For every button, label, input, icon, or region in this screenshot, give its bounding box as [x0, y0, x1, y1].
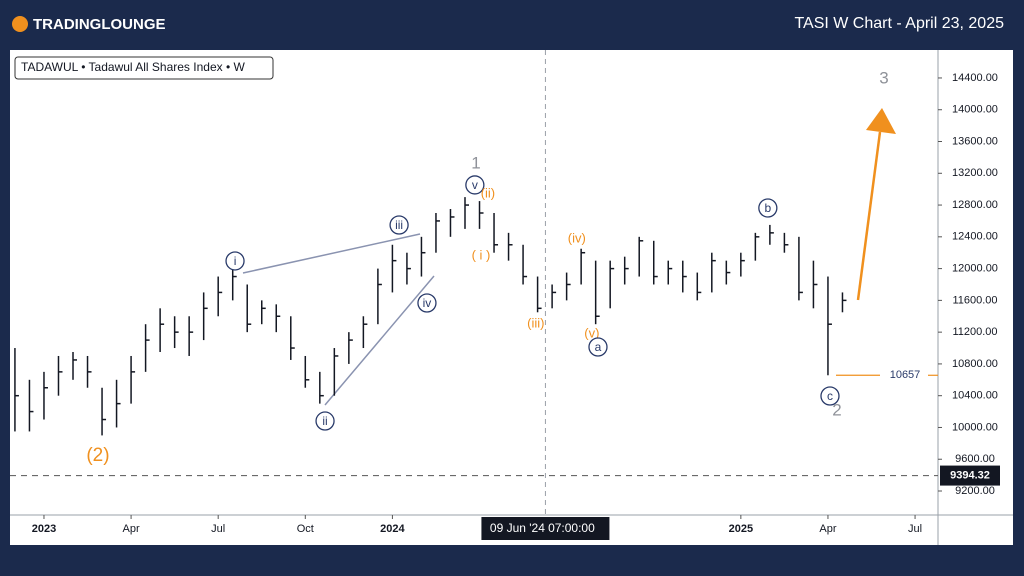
- y-tick-label: 9600.00: [955, 453, 995, 465]
- wave-label: ii: [322, 414, 327, 428]
- crosshair-label-box: [481, 517, 610, 540]
- crosshair-date: 09 Jun '24: [490, 521, 545, 535]
- x-tick-label: Jul: [211, 523, 225, 535]
- logo-icon: [12, 16, 28, 32]
- x-tick-label: Oct: [297, 523, 314, 535]
- wave-circle: [315, 411, 335, 431]
- wave-label: v: [472, 178, 478, 192]
- wave-circle: [588, 337, 608, 357]
- chart-title: TASI W Chart - April 23, 2025: [794, 15, 1004, 32]
- price-level-label: 10657: [890, 369, 921, 381]
- wave-label: b: [765, 201, 772, 215]
- y-tick-label: 13200.00: [952, 167, 998, 179]
- y-tick-label: 10000.00: [952, 421, 998, 433]
- y-tick-label: 13600.00: [952, 135, 998, 147]
- trend-line: [242, 233, 421, 274]
- x-tick-label: 2024: [380, 523, 405, 535]
- wave-label: i: [234, 254, 237, 268]
- x-tick-label: Jul: [908, 523, 922, 535]
- projection-arrow: [856, 131, 882, 301]
- wave-label: iv: [423, 296, 432, 310]
- y-tick-label: 10800.00: [952, 358, 998, 370]
- wave-label: iii: [395, 218, 403, 232]
- crosshair-time: 07:00:00: [548, 521, 595, 535]
- wave-label: (ii): [481, 185, 495, 200]
- wave-label: 3: [879, 68, 888, 87]
- arrow-head: [866, 108, 896, 134]
- brand: TRADINGLOUNGE: [33, 16, 166, 33]
- y-tick-label: 12400.00: [952, 231, 998, 243]
- y-tick-label: 14000.00: [952, 104, 998, 116]
- wave-circle: [465, 175, 485, 195]
- y-tick-label: 12000.00: [952, 263, 998, 275]
- wave-label: 2: [832, 400, 841, 419]
- wave-label: 1: [471, 153, 480, 172]
- wave-label: (2): [86, 445, 109, 466]
- x-tick-label: 2023: [32, 523, 56, 535]
- y-tick-label: 14400.00: [952, 72, 998, 84]
- price-level-box: [940, 465, 1000, 486]
- wave-label: c: [827, 389, 833, 403]
- chart-panel: [10, 50, 1013, 545]
- trend-line: [324, 275, 435, 406]
- wave-circle: [758, 198, 778, 218]
- y-tick-label: 11200.00: [952, 326, 997, 338]
- y-tick-label: 10400.00: [952, 390, 998, 402]
- wave-label: (v): [584, 325, 599, 340]
- y-tick-label: 11600.00: [952, 294, 997, 306]
- x-tick-label: Apr: [819, 523, 836, 535]
- wave-circle: [389, 215, 409, 235]
- source-box: [14, 56, 274, 80]
- wave-label: ( i ): [472, 247, 491, 262]
- wave-label: a: [595, 340, 602, 354]
- wave-circle: [417, 293, 437, 313]
- x-tick-label: Apr: [123, 523, 140, 535]
- y-tick-label: 12800.00: [952, 199, 998, 211]
- wave-label: (iv): [568, 230, 586, 245]
- x-tick-label: 2025: [729, 523, 753, 535]
- source-label: TADAWUL • Tadawul All Shares Index • W: [21, 60, 245, 74]
- price-level-label: 9394.32: [950, 469, 990, 481]
- y-tick-label: 9200.00: [955, 485, 995, 497]
- wave-label: (iii): [527, 315, 544, 330]
- wave-circle: [225, 251, 245, 271]
- wave-circle: [820, 386, 840, 406]
